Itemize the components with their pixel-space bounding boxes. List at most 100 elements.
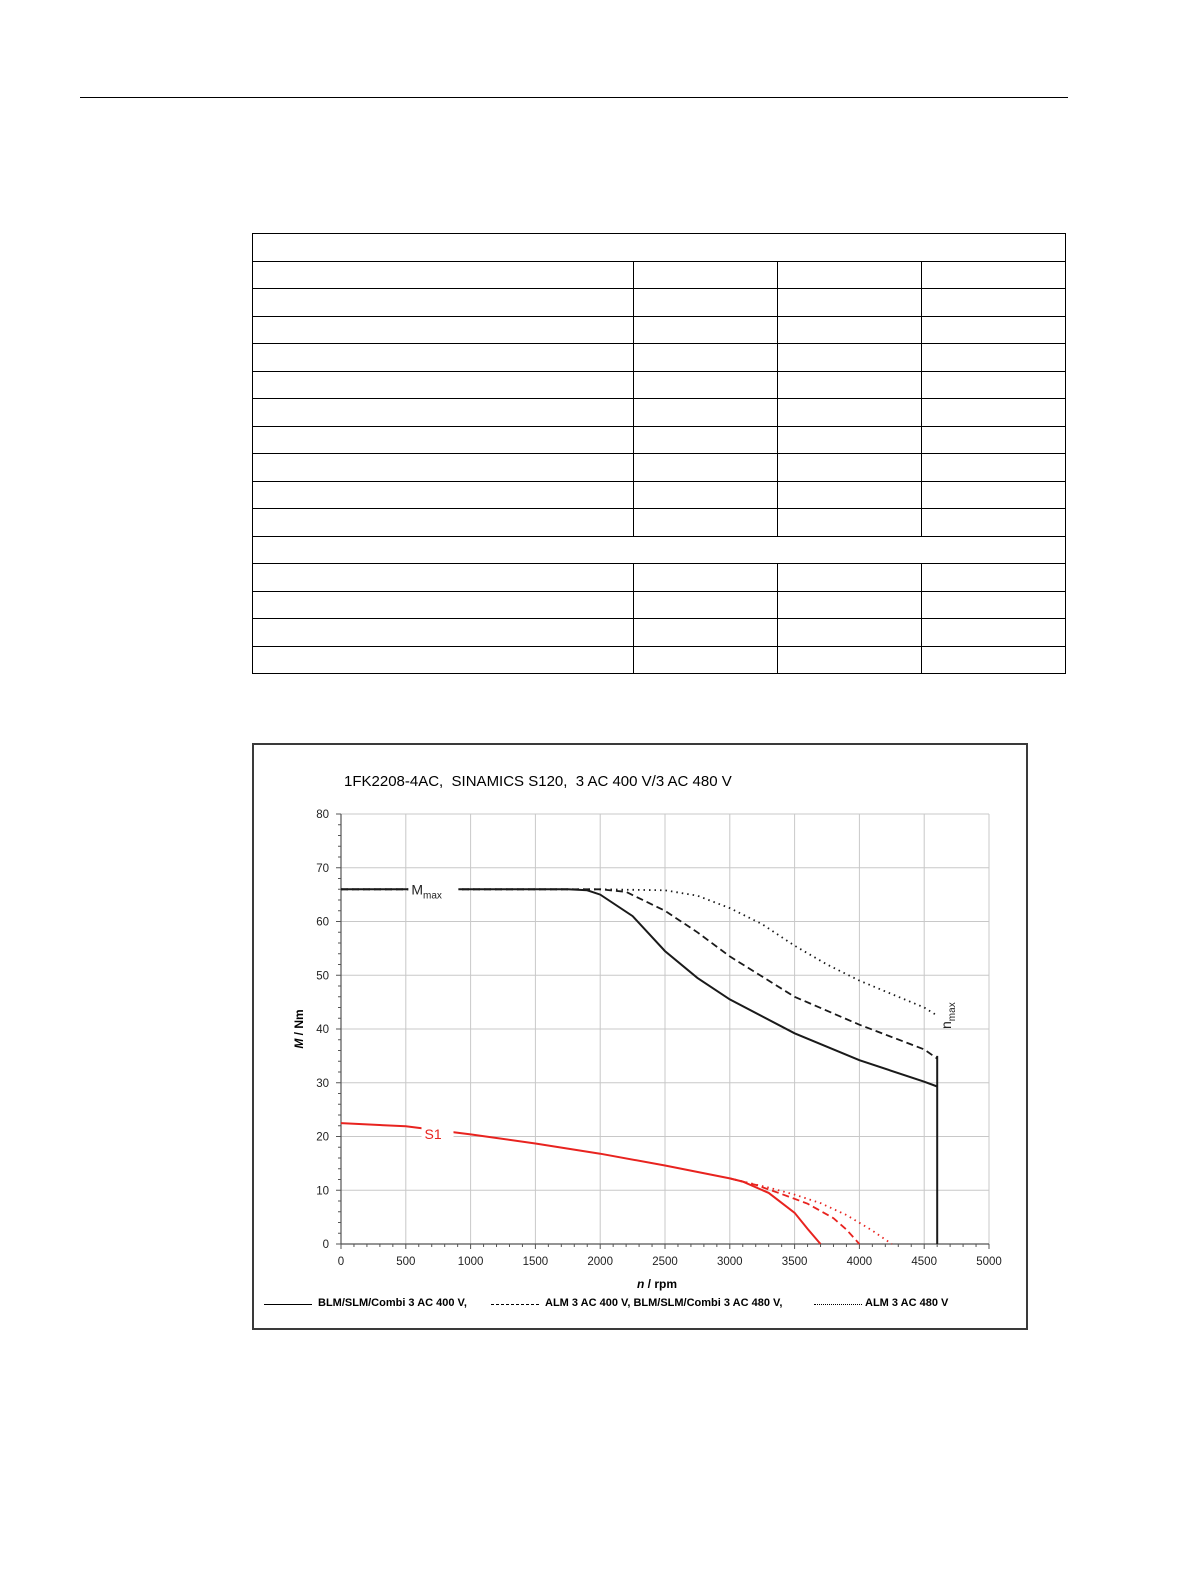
table-cell bbox=[921, 315, 1066, 344]
table-cell bbox=[633, 590, 778, 619]
x-tick-label: 0 bbox=[338, 1256, 344, 1268]
table-cell bbox=[633, 425, 778, 454]
x-tick-label: 500 bbox=[396, 1256, 415, 1268]
chart-title: 1FK2208-4AC, SINAMICS S120, 3 AC 400 V/3… bbox=[344, 773, 732, 790]
table-row bbox=[252, 233, 1066, 262]
table-cell bbox=[633, 563, 778, 592]
table-cell bbox=[921, 260, 1066, 289]
table-row bbox=[252, 343, 1066, 372]
legend-swatch-dashed bbox=[491, 1304, 539, 1305]
table-cell bbox=[777, 618, 922, 647]
table-cell bbox=[777, 480, 922, 509]
table-cell bbox=[921, 480, 1066, 509]
table-cell bbox=[921, 425, 1066, 454]
table-cell bbox=[633, 343, 778, 372]
table-row bbox=[252, 535, 1066, 564]
table-row bbox=[252, 508, 1066, 537]
table-cell bbox=[777, 453, 922, 482]
y-tick-label: 70 bbox=[316, 863, 329, 875]
y-tick-label: 20 bbox=[316, 1132, 329, 1144]
x-tick-label: 2000 bbox=[587, 1256, 613, 1268]
table-cell bbox=[777, 508, 922, 537]
table-cell bbox=[252, 370, 634, 399]
y-tick-label: 40 bbox=[316, 1024, 329, 1036]
table-cell bbox=[921, 645, 1066, 674]
table-cell bbox=[252, 288, 634, 317]
x-tick-label: 5000 bbox=[976, 1256, 1002, 1268]
table-cell bbox=[921, 343, 1066, 372]
x-tick-label: 3500 bbox=[782, 1256, 808, 1268]
table-cell bbox=[633, 315, 778, 344]
table-cell bbox=[252, 645, 634, 674]
table-cell bbox=[252, 343, 634, 372]
table-cell bbox=[633, 645, 778, 674]
spec-table-body bbox=[252, 233, 1066, 674]
x-tick-label: 2500 bbox=[652, 1256, 678, 1268]
table-cell bbox=[777, 343, 922, 372]
y-tick-label: 0 bbox=[323, 1239, 329, 1251]
series-line-s1-solid bbox=[340, 1122, 822, 1245]
table-cell bbox=[777, 260, 922, 289]
legend-label-dashed: ALM 3 AC 400 V, BLM/SLM/Combi 3 AC 480 V… bbox=[545, 1297, 783, 1309]
s1-label: S1 bbox=[424, 1126, 441, 1142]
table-row bbox=[252, 425, 1066, 454]
table-cell bbox=[921, 508, 1066, 537]
series-line-max-dotted bbox=[341, 888, 938, 1017]
table-cell bbox=[252, 425, 634, 454]
legend-swatch-solid bbox=[264, 1304, 312, 1305]
spec-table bbox=[252, 233, 1066, 674]
series-line-max-dashed bbox=[341, 888, 938, 1060]
y-tick-label: 50 bbox=[316, 970, 329, 982]
y-tick-label: 60 bbox=[316, 917, 329, 929]
series-line-s1-dashed bbox=[729, 1177, 861, 1245]
table-row bbox=[252, 563, 1066, 592]
table-cell bbox=[921, 370, 1066, 399]
legend-label-dotted: ALM 3 AC 480 V bbox=[865, 1297, 949, 1309]
table-cell bbox=[777, 590, 922, 619]
table-cell bbox=[777, 645, 922, 674]
table-cell bbox=[252, 563, 634, 592]
table-row bbox=[252, 453, 1066, 482]
table-row bbox=[252, 288, 1066, 317]
table-cell bbox=[921, 453, 1066, 482]
table-cell bbox=[252, 453, 634, 482]
x-tick-label: 4500 bbox=[911, 1256, 937, 1268]
table-row bbox=[252, 645, 1066, 674]
table-cell bbox=[633, 260, 778, 289]
table-row bbox=[252, 370, 1066, 399]
table-cell bbox=[777, 288, 922, 317]
legend-label-solid: BLM/SLM/Combi 3 AC 400 V, bbox=[318, 1297, 467, 1309]
table-row bbox=[252, 618, 1066, 647]
table-cell bbox=[633, 480, 778, 509]
torque-speed-chart: 1FK2208-4AC, SINAMICS S120, 3 AC 400 V/3… bbox=[252, 743, 1028, 1330]
table-cell bbox=[252, 508, 634, 537]
y-tick-label: 10 bbox=[316, 1185, 329, 1197]
table-cell bbox=[777, 315, 922, 344]
table-cell bbox=[777, 563, 922, 592]
table-cell bbox=[252, 618, 634, 647]
table-row bbox=[252, 315, 1066, 344]
header-rule bbox=[80, 97, 1068, 98]
mmax-label: Mmax bbox=[411, 881, 442, 901]
table-cell bbox=[777, 425, 922, 454]
x-axis-label: n / rpm bbox=[637, 1277, 677, 1291]
table-cell bbox=[633, 618, 778, 647]
mmax-label-bg bbox=[408, 880, 459, 903]
table-cell bbox=[921, 618, 1066, 647]
series-line-s1-dotted bbox=[729, 1177, 893, 1245]
table-cell bbox=[633, 288, 778, 317]
table-cell bbox=[252, 233, 1066, 262]
table-cell bbox=[252, 398, 634, 427]
nmax-label: nmax bbox=[938, 1002, 958, 1029]
table-row bbox=[252, 590, 1066, 619]
table-cell bbox=[252, 480, 634, 509]
table-cell bbox=[921, 563, 1066, 592]
table-cell bbox=[633, 453, 778, 482]
table-cell bbox=[252, 260, 634, 289]
table-cell bbox=[633, 508, 778, 537]
table-cell bbox=[633, 370, 778, 399]
table-row bbox=[252, 398, 1066, 427]
x-tick-label: 1000 bbox=[458, 1256, 484, 1268]
table-cell bbox=[777, 370, 922, 399]
y-axis-label: M / Nm bbox=[292, 1009, 306, 1048]
